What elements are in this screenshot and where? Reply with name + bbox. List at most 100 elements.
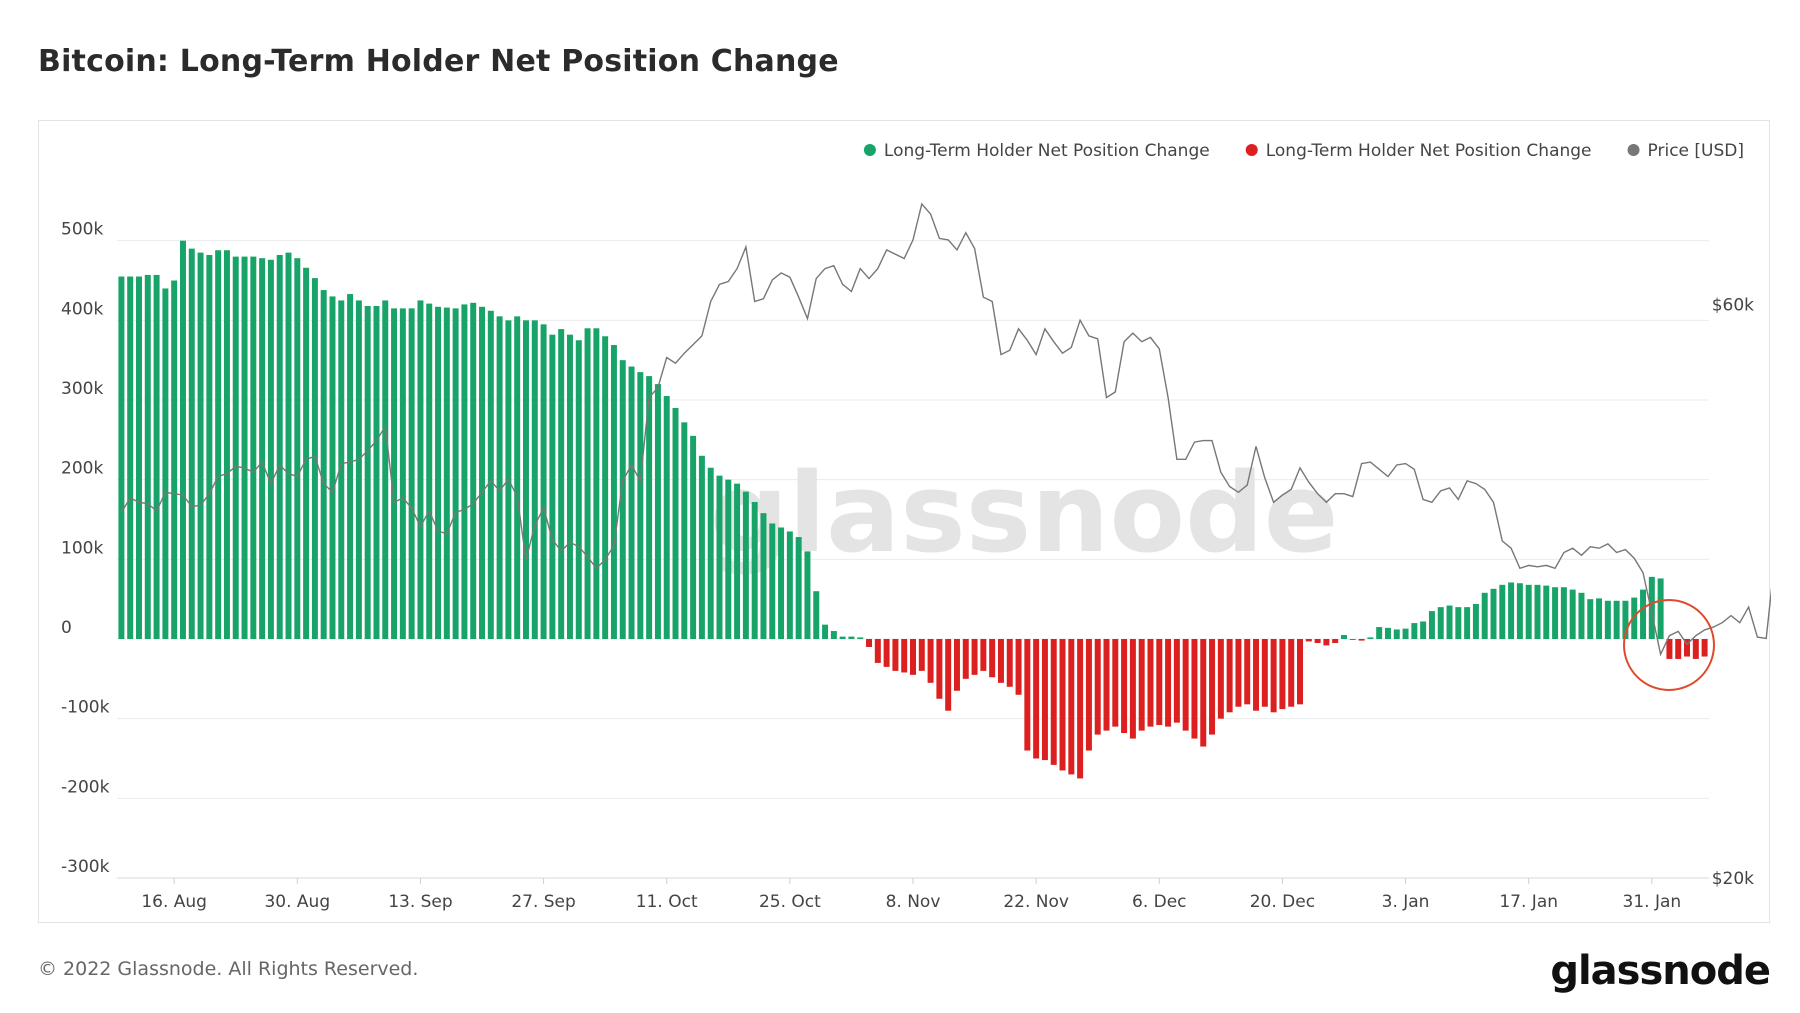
bar [1024, 639, 1031, 751]
bar [1173, 639, 1180, 723]
bar [1596, 598, 1603, 639]
brand-logo-text: glassnode [1550, 948, 1771, 994]
bar [654, 384, 661, 639]
bar [391, 308, 398, 639]
bar [267, 259, 274, 639]
bar [1112, 639, 1119, 727]
bar [1165, 639, 1172, 727]
bar [382, 300, 389, 639]
bar [1059, 639, 1066, 771]
copyright-text: © 2022 Glassnode. All Rights Reserved. [38, 958, 419, 980]
bar [566, 334, 573, 639]
bar [171, 280, 178, 639]
legend-dot [1245, 144, 1258, 156]
bar [716, 475, 723, 639]
x-tick-label: 16. Aug [141, 892, 207, 912]
bar [1094, 639, 1101, 735]
bar [487, 310, 494, 639]
bar [1675, 639, 1682, 659]
bar [1068, 639, 1075, 775]
bar [734, 483, 741, 639]
bar [144, 274, 151, 639]
bar [874, 639, 881, 663]
x-tick-label: 22. Nov [1003, 892, 1069, 912]
bar [223, 250, 230, 640]
y-tick-label: 400k [61, 299, 103, 319]
x-tick-label: 17. Jan [1499, 892, 1558, 912]
bar [1050, 639, 1057, 765]
bar [1332, 639, 1339, 643]
bar [399, 308, 406, 639]
bar [373, 305, 380, 639]
bar [681, 422, 688, 639]
bar [1516, 583, 1523, 639]
bar [1552, 587, 1559, 639]
bar [1464, 607, 1471, 639]
bar [1209, 639, 1216, 735]
y-tick-label: -200k [61, 777, 110, 797]
y-axis-left: 500k 400k 300k 200k 100k 0 -100k -200k -300k [61, 220, 110, 877]
bar [523, 320, 529, 639]
bar [531, 320, 538, 639]
bar [1692, 639, 1699, 659]
bar [751, 501, 758, 639]
bar [830, 631, 837, 639]
bar [1138, 639, 1145, 731]
bar [1077, 639, 1084, 779]
bar [1446, 605, 1453, 639]
bar [232, 256, 239, 639]
bar [285, 252, 292, 639]
bar [470, 302, 477, 639]
bar [1376, 627, 1383, 639]
x-tick-label: 11. Oct [636, 892, 698, 912]
chart-frame: glassnode 500k 400k 300k 200k 100k 0 -100k -200… [38, 120, 1771, 923]
y-axis-right: $60k $20k [1712, 295, 1754, 889]
bar [1543, 585, 1550, 639]
bar [989, 639, 996, 678]
bar [1085, 639, 1092, 751]
bar [514, 316, 521, 639]
x-tick-label: 3. Jan [1382, 892, 1430, 912]
bar [1305, 639, 1312, 642]
bar [1041, 639, 1048, 761]
y-tick-label: 500k [61, 220, 103, 240]
bar [364, 305, 371, 639]
bar [690, 435, 697, 639]
bar [628, 366, 635, 639]
bar [962, 639, 969, 679]
bar [1235, 639, 1242, 707]
bar [1182, 639, 1189, 731]
chart-canvas: glassnode 500k 400k 300k 200k 100k 0 -100k -200… [61, 141, 1771, 912]
bar [153, 274, 160, 639]
bar [347, 294, 354, 639]
bar [188, 248, 195, 639]
bar [1323, 639, 1330, 646]
bar [1288, 639, 1295, 707]
bar [918, 639, 925, 671]
bar [1490, 588, 1497, 639]
bar [760, 513, 767, 639]
bar [610, 345, 617, 639]
x-tick-label: 31. Jan [1623, 892, 1682, 912]
bar [320, 290, 327, 639]
bar [910, 639, 916, 675]
x-tick-label: 27. Sep [511, 892, 575, 912]
bar [1367, 637, 1374, 639]
bar [1525, 584, 1532, 639]
bar [945, 639, 952, 711]
bar [901, 639, 908, 673]
y-tick-label: 200k [61, 459, 103, 479]
bar [1121, 639, 1128, 734]
bar [417, 300, 424, 639]
bar [1006, 639, 1013, 687]
bar [1622, 600, 1629, 639]
chart-watermark: glassnode [710, 449, 1339, 577]
bar [1657, 578, 1664, 639]
bar [118, 276, 125, 639]
legend-label: Price [USD] [1648, 141, 1744, 161]
bar [927, 639, 934, 683]
bar [1147, 639, 1154, 727]
bar [294, 258, 301, 639]
bar [1455, 607, 1462, 639]
x-tick-label: 6. Dec [1132, 892, 1187, 912]
